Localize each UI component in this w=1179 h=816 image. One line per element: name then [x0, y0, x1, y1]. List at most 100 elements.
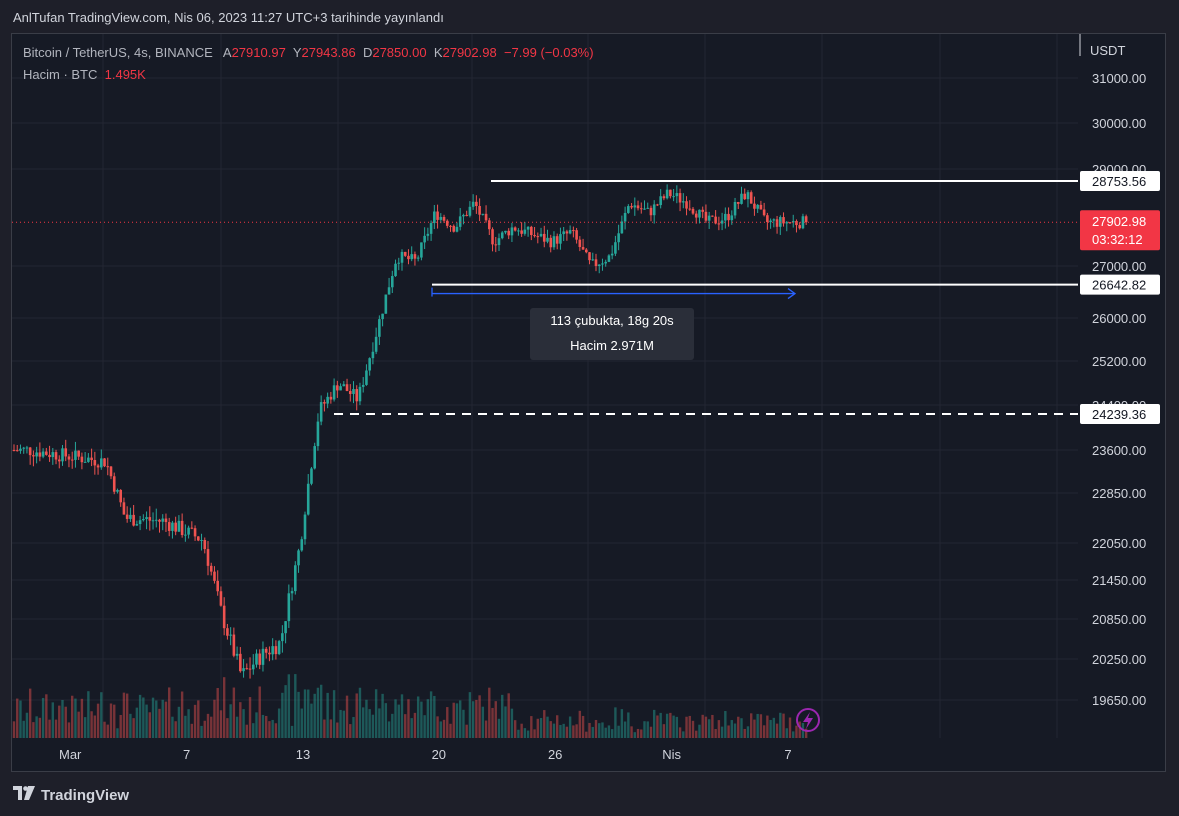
volume-bar	[772, 717, 776, 738]
volume-bar	[788, 717, 792, 738]
candle-body	[533, 235, 536, 237]
volume-bar	[759, 714, 763, 738]
volume-bar	[116, 728, 119, 738]
volume-bar	[769, 719, 772, 738]
volume-bar	[556, 715, 559, 738]
candle-body	[368, 358, 371, 371]
volume-bar	[672, 715, 675, 738]
candle-body	[636, 205, 640, 209]
volume-bar	[452, 702, 455, 738]
candle-body	[323, 402, 326, 404]
candle-body	[355, 389, 359, 402]
volume-bar	[216, 688, 219, 738]
volume-bar	[669, 712, 672, 738]
tradingview-footer[interactable]: TradingView	[13, 786, 129, 804]
volume-bar	[610, 729, 614, 738]
candle-body	[109, 466, 113, 477]
candle-body	[555, 236, 559, 244]
volume-bar	[261, 714, 265, 738]
volume-bar	[633, 732, 636, 738]
candle-body	[526, 226, 530, 230]
volume-bar	[319, 684, 323, 738]
candle-body	[572, 230, 575, 232]
candle-body	[61, 448, 64, 462]
candle-body	[623, 212, 627, 222]
symbol-label[interactable]: Bitcoin / TetherUS, 4s, BINANCE	[23, 45, 213, 60]
candle-body	[203, 539, 207, 550]
price-tick-label: 19650.00	[1092, 693, 1146, 708]
volume-bar	[539, 718, 543, 738]
volume-bar	[766, 715, 769, 738]
close-label: K	[433, 45, 443, 60]
candle-body	[342, 384, 346, 387]
volume-bar	[617, 725, 620, 738]
volume-bar	[520, 723, 523, 738]
candle-body	[581, 247, 585, 250]
candle-body	[200, 539, 203, 541]
candle-body	[565, 231, 569, 234]
level-price-tag: 28753.56	[1080, 170, 1160, 191]
volume-bar	[48, 719, 51, 738]
candle-body	[287, 593, 291, 622]
candle-body	[759, 204, 763, 210]
volume-bar	[41, 697, 45, 738]
candle-body	[264, 648, 268, 653]
candle-body	[245, 668, 249, 670]
volume-bar	[271, 719, 274, 738]
volume-bar	[184, 715, 187, 738]
volume-bar	[578, 710, 582, 738]
volume-bar	[242, 709, 245, 738]
volume-bar	[307, 689, 310, 738]
candle-body	[274, 646, 278, 655]
volume-bar	[222, 677, 226, 738]
candle-body	[627, 206, 630, 213]
candle-body	[791, 221, 795, 223]
volume-bar	[526, 730, 530, 738]
volume-bar	[746, 726, 750, 738]
candle-body	[704, 211, 708, 221]
volume-bar	[678, 727, 682, 738]
volume-bar	[426, 699, 430, 738]
volume-bar	[235, 716, 239, 738]
high-value: 27943.86	[301, 45, 356, 60]
price-tick-label: 20850.00	[1092, 612, 1146, 627]
measure-tooltip-line2: Hacim 2.971M	[570, 338, 654, 353]
candle-body	[559, 234, 562, 244]
price-tick-label: 27000.00	[1092, 259, 1146, 274]
candle-body	[371, 351, 375, 359]
volume-bar	[733, 723, 737, 738]
volume-bar	[591, 726, 594, 738]
level-price-tag: 26642.82	[1080, 274, 1160, 295]
candle-body	[154, 519, 158, 521]
candle-body	[682, 201, 685, 203]
candle-body	[507, 230, 510, 236]
candle-body	[462, 214, 465, 217]
volume-bar	[135, 707, 139, 738]
price-tick-label: 23600.00	[1092, 443, 1146, 458]
candle-body	[80, 456, 84, 463]
candle-body	[25, 447, 29, 449]
candle-body	[669, 189, 672, 197]
candle-body	[601, 263, 604, 265]
candle-body	[736, 202, 740, 204]
volume-bar	[226, 718, 229, 738]
candle-body	[520, 230, 523, 234]
candle-body	[762, 209, 766, 216]
candle-body	[258, 653, 262, 665]
candle-body	[142, 519, 145, 521]
volume-label[interactable]: Hacim · BTC	[23, 67, 98, 82]
candle-body	[753, 203, 756, 209]
change-value: −7.99 (−0.03%)	[503, 45, 594, 60]
volume-bar	[103, 721, 106, 738]
candle-body	[798, 225, 801, 229]
volume-bar	[67, 722, 71, 738]
candle-body	[698, 209, 701, 218]
volume-bar	[743, 728, 746, 738]
candle-body	[184, 534, 187, 536]
candle-body	[106, 466, 110, 468]
volume-bar	[362, 707, 365, 738]
volume-bar	[35, 716, 38, 738]
candle-body	[769, 220, 772, 223]
volume-bar	[649, 726, 653, 738]
